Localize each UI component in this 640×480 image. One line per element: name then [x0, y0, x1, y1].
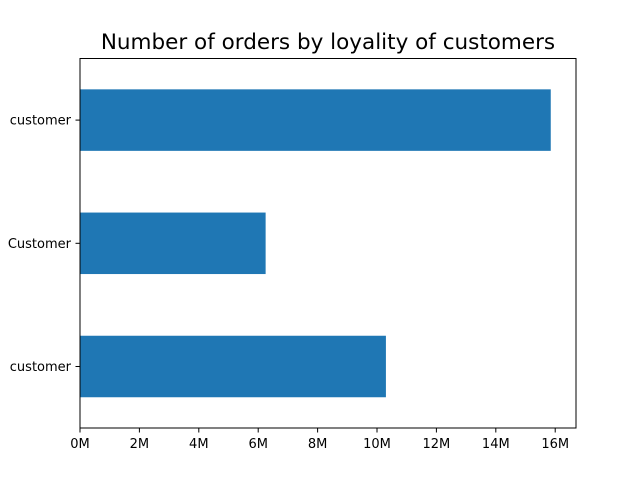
plot-frame	[79, 58, 577, 429]
y-tick-label: customer	[10, 360, 72, 375]
bar-new-customer	[80, 212, 266, 275]
bar-loyal-customer	[80, 89, 551, 151]
x-tick-label: 14M	[482, 437, 510, 452]
y-tick-label: Customer	[8, 237, 72, 252]
x-tick-label: 12M	[423, 437, 451, 452]
x-tick-label: 4M	[189, 437, 209, 452]
chart-title: Number of orders by loyality of customer…	[101, 30, 555, 55]
y-axis: customer Customer customer	[8, 114, 80, 375]
x-axis: 0M 2M 4M 6M 8M 10M 12M 14M 16M	[70, 428, 569, 452]
x-tick-label: 16M	[541, 437, 569, 452]
x-tick-label: 6M	[248, 437, 268, 452]
x-tick-label: 2M	[130, 437, 150, 452]
y-tick-label: customer	[10, 114, 72, 129]
bars-group	[80, 89, 551, 398]
x-tick-label: 8M	[308, 437, 328, 452]
x-tick-label: 0M	[70, 437, 90, 452]
x-tick-label: 10M	[363, 437, 391, 452]
bar-regular-customer	[80, 335, 386, 398]
